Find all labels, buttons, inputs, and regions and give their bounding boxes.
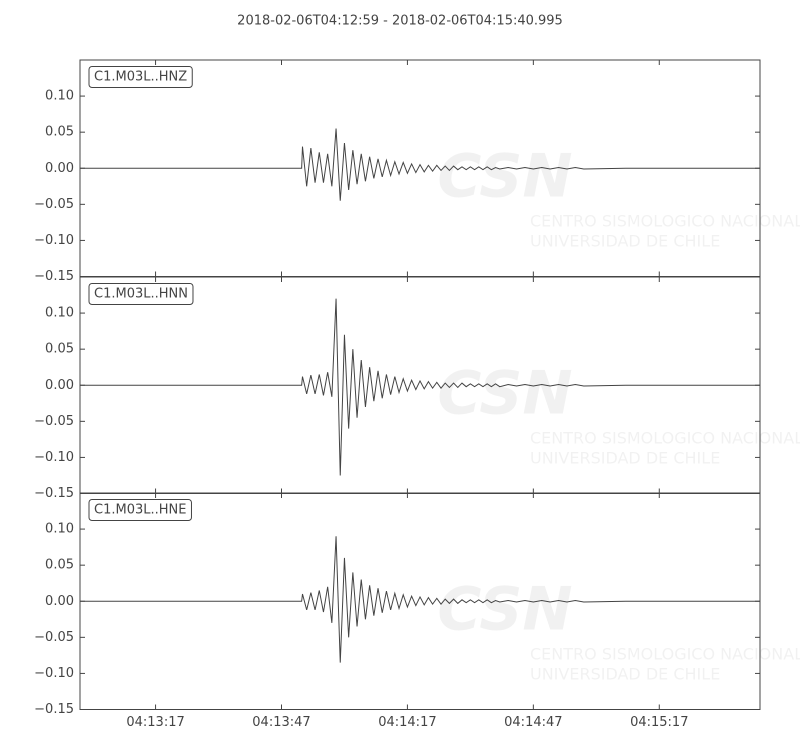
y-tick-label: 0.05 <box>45 558 74 573</box>
y-tick-label: 0.00 <box>45 378 74 393</box>
y-tick-label: 0.05 <box>45 125 74 140</box>
y-tick-label: −0.15 <box>34 702 74 717</box>
x-tick-label: 04:13:17 <box>126 715 184 730</box>
watermark-text: CENTRO SISMOLOGICO NACIONAL <box>530 645 800 664</box>
waveform <box>80 128 761 201</box>
y-tick-label: −0.15 <box>34 486 74 501</box>
waveform <box>80 298 761 476</box>
watermark-logo: CSN <box>437 142 572 212</box>
y-tick-label: −0.10 <box>34 450 74 465</box>
legend-label: C1.M03L..HNZ <box>94 70 187 85</box>
chart-title: 2018-02-06T04:12:59 - 2018-02-06T04:15:4… <box>237 14 563 29</box>
watermark-text: UNIVERSIDAD DE CHILE <box>530 449 720 468</box>
legend-box <box>88 499 192 521</box>
y-tick-label: −0.05 <box>34 197 74 212</box>
watermark-text: CENTRO SISMOLOGICO NACIONAL <box>530 429 800 448</box>
legend-label: C1.M03L..HNE <box>94 503 186 518</box>
y-tick-label: 0.00 <box>45 594 74 609</box>
watermark-logo: CSN <box>437 359 572 429</box>
y-tick-label: 0.10 <box>45 522 74 537</box>
legend-label: C1.M03L..HNN <box>94 287 188 302</box>
y-tick-label: −0.10 <box>34 666 74 681</box>
y-tick-label: 0.00 <box>45 161 74 176</box>
x-tick-label: 04:14:17 <box>378 715 436 730</box>
y-tick-label: 0.05 <box>45 342 74 357</box>
waveform <box>80 536 761 663</box>
y-tick-label: −0.05 <box>34 414 74 429</box>
x-tick-label: 04:14:47 <box>504 715 562 730</box>
legend-box <box>88 66 193 88</box>
x-tick-label: 04:15:17 <box>630 715 688 730</box>
plot-frame <box>79 492 761 710</box>
watermark-logo: CSN <box>437 575 572 645</box>
x-tick-label: 04:13:47 <box>252 715 310 730</box>
watermark-text: UNIVERSIDAD DE CHILE <box>530 232 720 251</box>
y-tick-label: −0.05 <box>34 630 74 645</box>
y-tick-label: 0.10 <box>45 89 74 104</box>
legend-box <box>88 283 194 305</box>
watermark-text: UNIVERSIDAD DE CHILE <box>530 665 720 684</box>
y-tick-label: 0.10 <box>45 306 74 321</box>
y-tick-label: −0.15 <box>34 269 74 284</box>
watermark-text: CENTRO SISMOLOGICO NACIONAL <box>530 212 800 231</box>
y-tick-label: −0.10 <box>34 233 74 248</box>
